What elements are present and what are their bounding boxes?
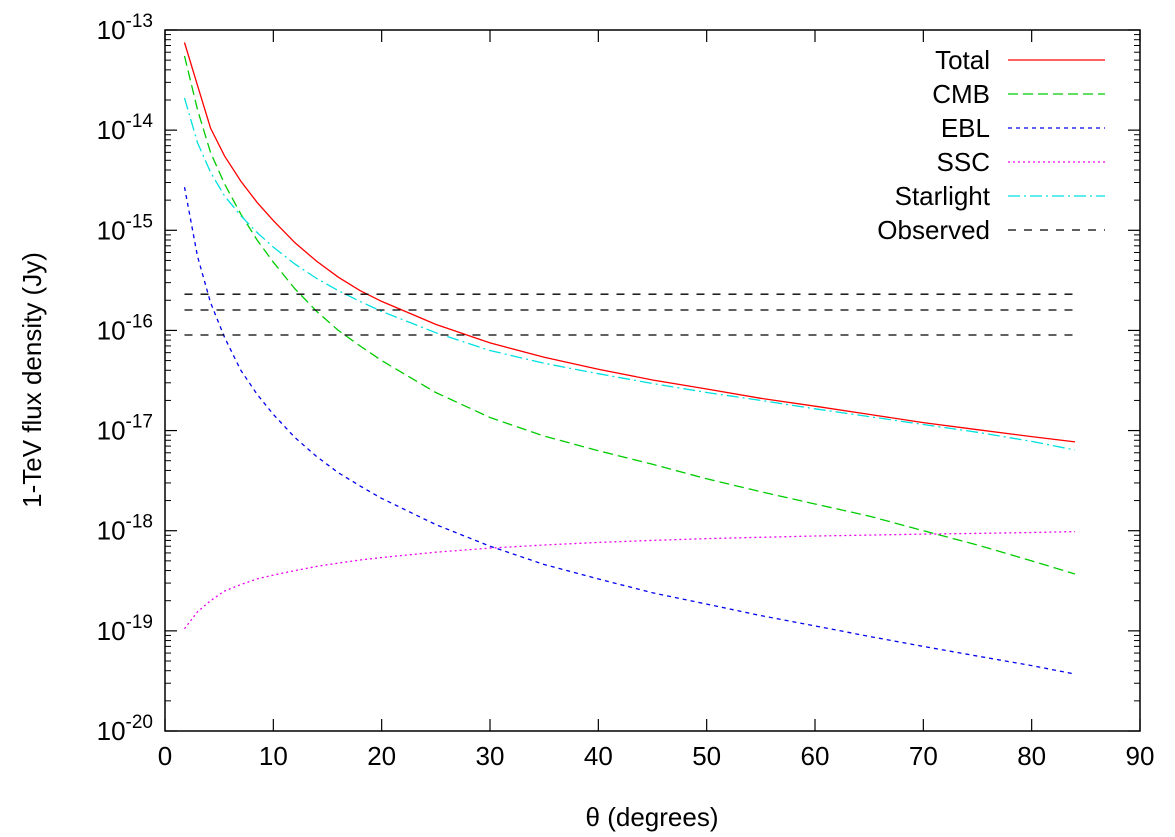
x-tick-label-6: 60	[801, 741, 830, 771]
x-tick-label-4: 40	[584, 741, 613, 771]
y-tick-label-1: 10-19	[97, 612, 153, 646]
y-tick-label-6: 10-14	[97, 111, 154, 145]
x-tick-label-9: 90	[1126, 741, 1155, 771]
series-cmb-line	[183, 55, 1076, 575]
legend-label-ssc: SSC	[937, 147, 990, 177]
y-tick-label-4: 10-16	[97, 311, 153, 345]
legend-label-ebl: EBL	[941, 113, 990, 143]
x-tick-label-0: 0	[158, 741, 172, 771]
series-ebl-line	[183, 186, 1076, 675]
x-axis-label: θ (degrees)	[586, 802, 719, 832]
y-axis-label: 1-TeV flux density (Jy)	[17, 252, 47, 508]
x-tick-label-1: 10	[259, 741, 288, 771]
legend-label-total: Total	[935, 45, 990, 75]
legend-label-cmb: CMB	[932, 79, 990, 109]
plot-frame	[164, 29, 1141, 732]
y-tick-label-2: 10-18	[97, 512, 153, 546]
series-total-line	[183, 42, 1076, 443]
x-tick-label-7: 70	[909, 741, 938, 771]
tick-labels-layer: 0 10 20 30 40 50 60 70 80 90 10-20 10-19 10-18 10-17 1…	[97, 11, 1155, 771]
y-tick-label-5: 10-15	[97, 211, 153, 245]
ticks-layer	[164, 29, 1141, 732]
x-tick-label-5: 50	[692, 741, 721, 771]
y-tick-label-7: 10-13	[97, 11, 153, 45]
y-tick-label-0: 10-20	[97, 712, 153, 746]
series-layer	[183, 42, 1076, 675]
legend-label-observed: Observed	[877, 215, 990, 245]
legend: Total CMB EBL SSC Starlight Observed	[877, 45, 1105, 245]
legend-label-starlight: Starlight	[895, 181, 991, 211]
series-starlight-line	[183, 97, 1076, 451]
series-ssc-line	[183, 530, 1076, 630]
x-tick-label-2: 20	[367, 741, 396, 771]
x-tick-label-8: 80	[1017, 741, 1046, 771]
x-tick-label-3: 30	[476, 741, 505, 771]
y-tick-label-3: 10-17	[97, 412, 153, 446]
